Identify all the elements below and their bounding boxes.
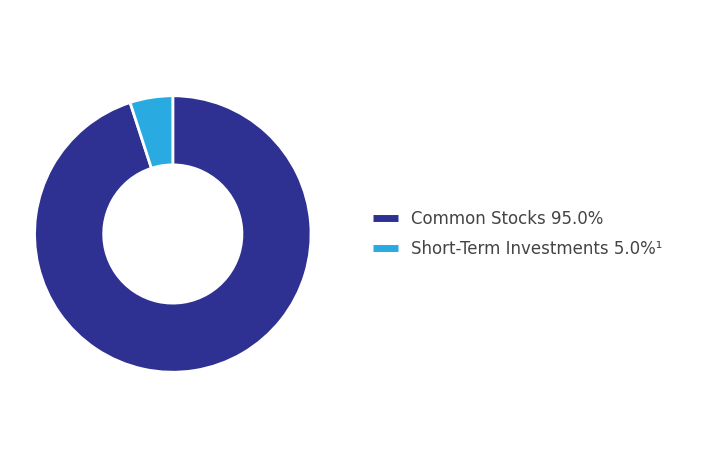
Wedge shape	[35, 96, 311, 372]
Legend: Common Stocks 95.0%, Short-Term Investments 5.0%¹: Common Stocks 95.0%, Short-Term Investme…	[373, 210, 662, 258]
Wedge shape	[130, 96, 173, 168]
